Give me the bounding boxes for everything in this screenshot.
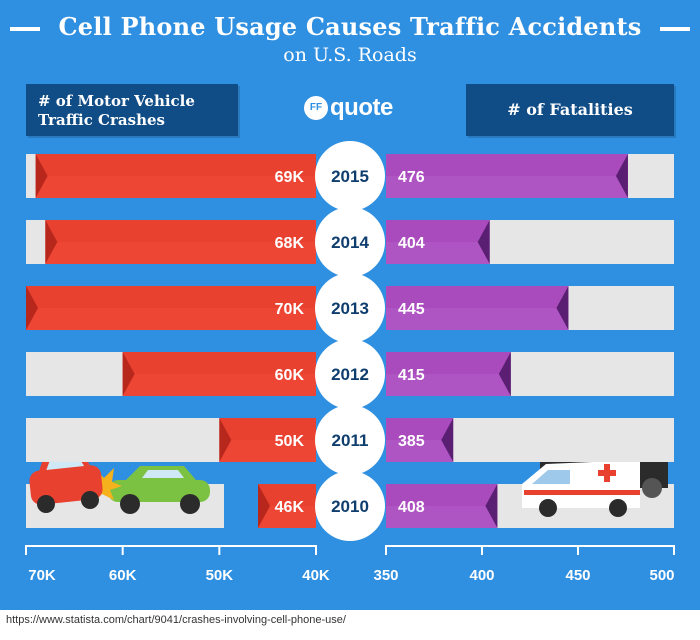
tick-mark-crashes-70 <box>25 545 27 555</box>
ambulance-wheel-rear <box>609 499 627 517</box>
tick-label-fatalities-450: 450 <box>565 567 591 584</box>
bar-fatalities-shade-2012 <box>386 374 511 396</box>
ambulance-cross-h <box>598 470 616 476</box>
year-label-2014: 2014 <box>331 233 369 252</box>
label-fatalities-2013: 445 <box>398 301 425 318</box>
bar-fatalities-shade-2011 <box>386 440 454 462</box>
bar-fatalities-end-2012 <box>498 352 511 396</box>
legend-crashes: # of Motor Vehicle Traffic Crashes <box>26 84 238 136</box>
butterfly-bar-chart: 69K 476 2015 68K 404 2014 70K 445 2013 60K 415 2012… <box>25 141 675 555</box>
crashed-cars-illustration <box>26 450 224 528</box>
year-circle-2011 <box>315 405 385 475</box>
label-fatalities-2014: 404 <box>398 235 425 252</box>
bar-crashes-shade-2011 <box>219 440 316 462</box>
logo-mark: FF <box>304 96 328 120</box>
bar-fatalities-end-2014 <box>477 220 490 264</box>
bar-fatalities-end-2011 <box>441 418 454 462</box>
chart-subtitle: on U.S. Roads <box>283 44 417 66</box>
year-circle-2014 <box>315 207 385 277</box>
tick-mark-crashes-60 <box>121 545 124 555</box>
ambulance-stripe <box>524 490 640 495</box>
bar-fatalities-end-2013 <box>556 286 569 330</box>
tick-label-fatalities-350: 350 <box>373 567 399 584</box>
bar-crashes-shade-2010 <box>258 506 316 528</box>
label-crashes-2013: 70K <box>275 301 305 318</box>
bar-crashes-shade-2015 <box>35 176 317 198</box>
bar-crashes-end-2015 <box>35 154 48 198</box>
label-crashes-2015: 69K <box>275 169 305 186</box>
bar-fatalities-end-2010 <box>485 484 498 528</box>
axis-line-left <box>26 545 316 547</box>
label-fatalities-2011: 385 <box>398 433 425 450</box>
label-fatalities-2012: 415 <box>398 367 425 384</box>
red-car-wheel-front <box>37 495 55 513</box>
red-car-wheel-rear <box>81 491 99 509</box>
tick-mark-crashes-50 <box>218 545 221 555</box>
year-label-2010: 2010 <box>331 497 369 516</box>
bar-fatalities-end-2015 <box>615 154 628 198</box>
label-crashes-2010: 46K <box>275 499 305 516</box>
year-circle-2012 <box>315 339 385 409</box>
label-fatalities-2015: 476 <box>398 169 425 186</box>
green-car-window <box>142 470 184 478</box>
bar-fatalities-shade-2010 <box>386 506 498 528</box>
axis-line-right <box>386 545 674 547</box>
ambulance-illustration <box>480 432 674 528</box>
year-label-2013: 2013 <box>331 299 369 318</box>
bar-crashes-shade-2012 <box>122 374 317 396</box>
tick-label-fatalities-500: 500 <box>649 567 675 584</box>
bar-crashes-shade-2014 <box>45 242 316 264</box>
tick-mark-crashes-40 <box>315 545 317 555</box>
green-car-wheel-rear <box>180 494 200 514</box>
ambulance-wheel-front <box>539 499 557 517</box>
bar-crashes-shade-2013 <box>26 308 316 330</box>
tick-label-crashes-60: 60K <box>108 567 137 584</box>
source-url: https://www.statista.com/chart/9041/cras… <box>6 614 346 626</box>
dark-van-wheel <box>642 478 662 498</box>
tick-mark-fatalities-400 <box>481 545 483 555</box>
year-label-2015: 2015 <box>331 167 369 186</box>
legend-fatalities: # of Fatalities <box>466 84 674 136</box>
year-circle-2015 <box>315 141 385 211</box>
chart-title: Cell Phone Usage Causes Traffic Accident… <box>58 12 642 41</box>
tick-mark-fatalities-450 <box>577 545 579 555</box>
bar-crashes-end-2012 <box>122 352 135 396</box>
bar-crashes-end-2014 <box>45 220 58 264</box>
bar-fatalities-shade-2014 <box>386 242 490 264</box>
year-label-2011: 2011 <box>332 431 369 450</box>
tick-mark-fatalities-350 <box>385 545 387 555</box>
year-circle-2013 <box>315 273 385 343</box>
green-car-wheel-front <box>120 494 140 514</box>
title-rule-right <box>660 27 690 31</box>
tick-label-crashes-50: 50K <box>205 567 234 584</box>
label-crashes-2012: 60K <box>275 367 305 384</box>
bar-fatalities-shade-2013 <box>386 308 569 330</box>
tick-label-crashes-70: 70K <box>28 567 56 584</box>
quote-logo: FF quote <box>304 94 404 122</box>
tick-mark-fatalities-500 <box>673 545 675 555</box>
logo-word: quote <box>330 94 393 121</box>
label-fatalities-2010: 408 <box>398 499 425 516</box>
label-crashes-2011: 50K <box>275 433 305 450</box>
bar-crashes-end-2010 <box>258 484 270 528</box>
ambulance-window <box>532 470 570 484</box>
bar-crashes-end-2011 <box>219 418 232 462</box>
bar-crashes-end-2013 <box>26 286 38 330</box>
year-label-2012: 2012 <box>331 365 369 384</box>
tick-label-fatalities-400: 400 <box>469 567 495 584</box>
title-rule-left <box>10 27 40 31</box>
bar-fatalities-shade-2015 <box>386 176 628 198</box>
year-circle-2010 <box>315 471 385 541</box>
tick-label-crashes-40: 40K <box>302 567 330 584</box>
label-crashes-2014: 68K <box>275 235 305 252</box>
